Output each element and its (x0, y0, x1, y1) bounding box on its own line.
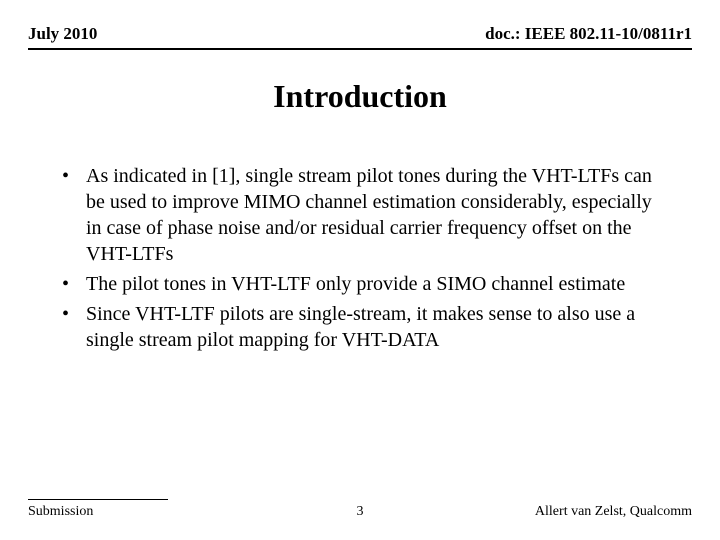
slide-content: As indicated in [1], single stream pilot… (0, 115, 720, 353)
slide-header: July 2010 doc.: IEEE 802.11-10/0811r1 (0, 0, 720, 48)
bullet-item: Since VHT-LTF pilots are single-stream, … (56, 301, 664, 353)
bullet-item: As indicated in [1], single stream pilot… (56, 163, 664, 267)
slide-title: Introduction (0, 78, 720, 115)
bullet-item: The pilot tones in VHT-LTF only provide … (56, 271, 664, 297)
footer-author: Allert van Zelst, Qualcomm (535, 504, 692, 520)
footer-page-number: 3 (357, 504, 364, 520)
bullet-list: As indicated in [1], single stream pilot… (56, 163, 664, 353)
header-rule (28, 48, 692, 50)
footer-left: Submission (28, 504, 93, 520)
header-date: July 2010 (28, 24, 97, 44)
footer-rule (28, 499, 168, 500)
slide-footer: Submission 3 Allert van Zelst, Qualcomm (0, 499, 720, 520)
header-doc-id: doc.: IEEE 802.11-10/0811r1 (485, 24, 692, 44)
